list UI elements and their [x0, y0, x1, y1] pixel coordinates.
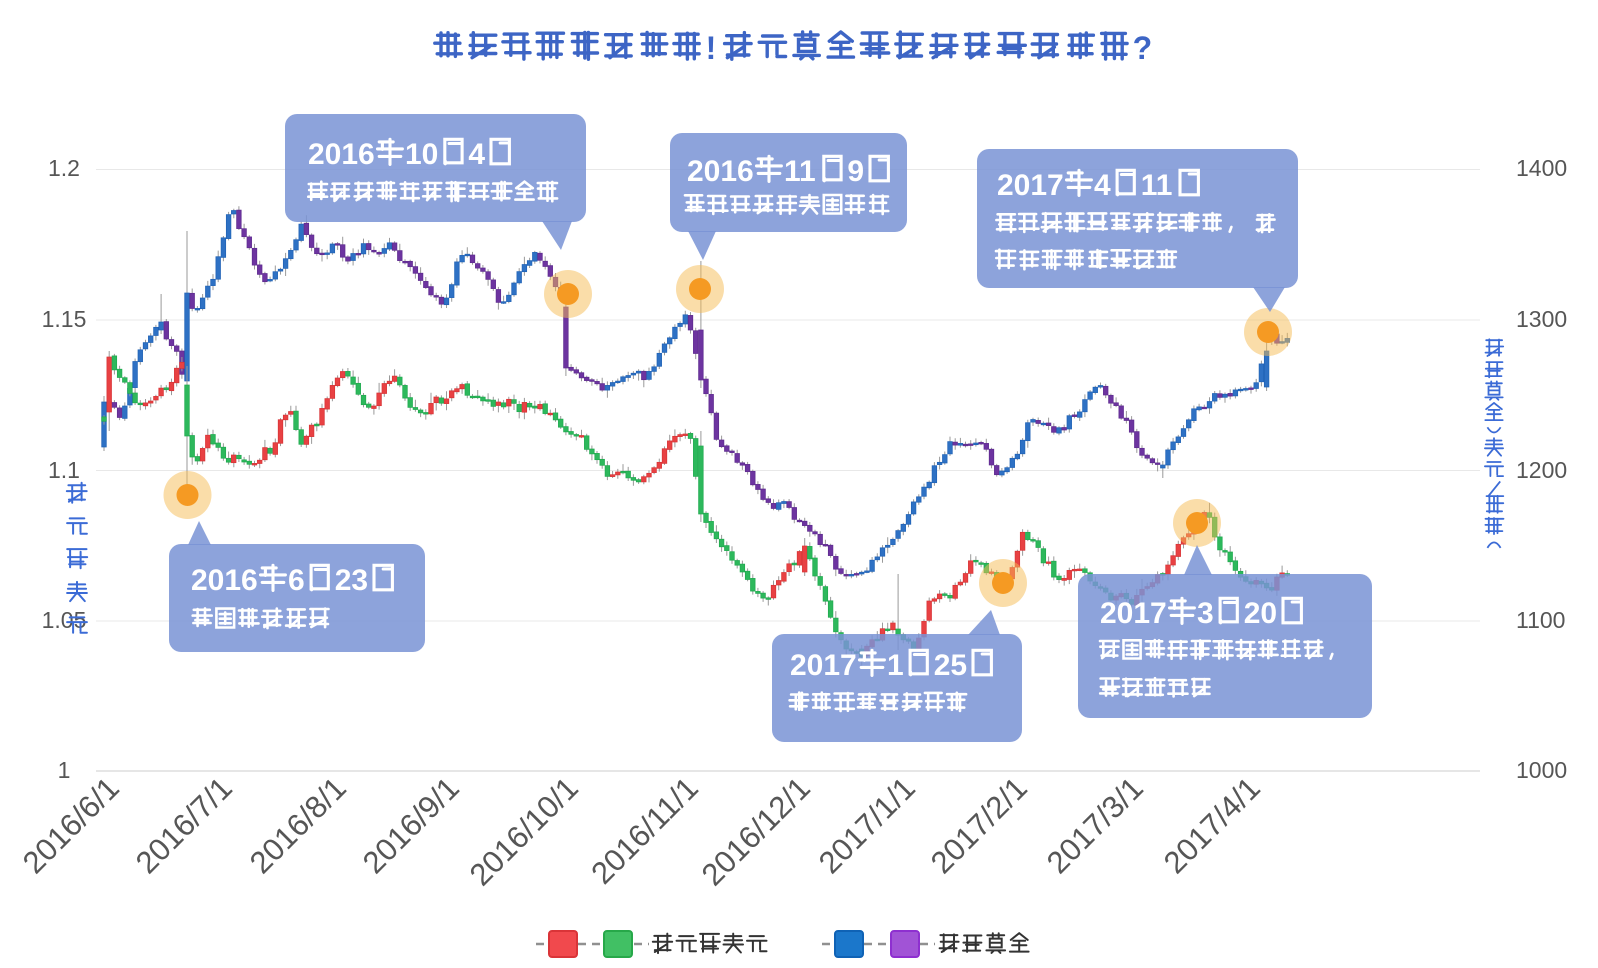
svg-text:4: 4	[1094, 169, 1111, 202]
svg-text:1100: 1100	[1516, 607, 1565, 633]
svg-text:!: !	[706, 30, 717, 66]
svg-text:23: 23	[335, 564, 368, 597]
svg-text:2017: 2017	[790, 649, 857, 682]
svg-text:9: 9	[847, 155, 864, 188]
svg-text:2016: 2016	[687, 155, 754, 188]
svg-text:1.05: 1.05	[42, 607, 87, 633]
svg-text:1: 1	[887, 649, 904, 682]
svg-text:25: 25	[934, 649, 967, 682]
svg-text:10: 10	[405, 138, 438, 171]
svg-text:2016: 2016	[191, 564, 258, 597]
svg-text:2017: 2017	[997, 169, 1064, 202]
svg-text:1: 1	[58, 757, 71, 783]
svg-text:6: 6	[288, 564, 305, 597]
svg-text:4: 4	[468, 138, 485, 171]
svg-text:2016: 2016	[308, 138, 375, 171]
svg-text:1000: 1000	[1516, 757, 1567, 783]
svg-text:11: 11	[1141, 169, 1173, 202]
svg-text:1400: 1400	[1516, 155, 1567, 181]
svg-text:1.2: 1.2	[48, 155, 80, 181]
svg-text:1300: 1300	[1516, 306, 1567, 332]
svg-text:1.1: 1.1	[48, 457, 80, 483]
svg-text:1.15: 1.15	[42, 306, 87, 332]
svg-text:?: ?	[1133, 30, 1153, 66]
svg-text:20: 20	[1244, 597, 1277, 630]
svg-text:2017: 2017	[1100, 597, 1167, 630]
svg-text:3: 3	[1197, 597, 1214, 630]
svg-text:11: 11	[784, 155, 816, 188]
svg-text:1200: 1200	[1516, 457, 1567, 483]
